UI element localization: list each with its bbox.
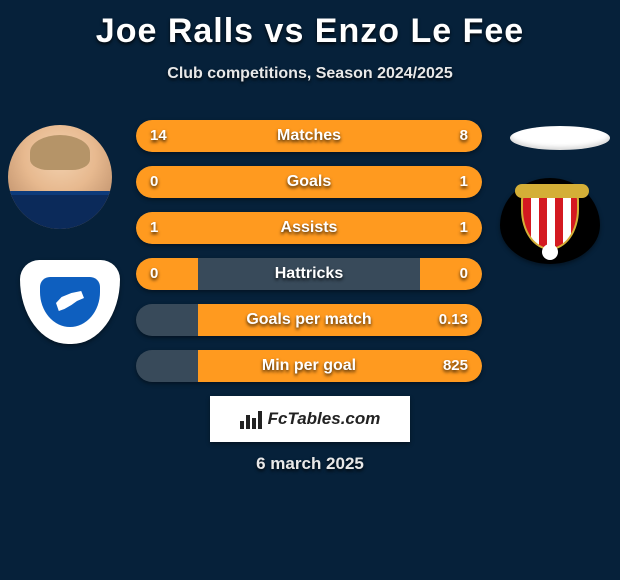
stat-label: Matches bbox=[136, 120, 482, 152]
stats-container: 148Matches 01Goals 11Assists 00Hattricks 0.1… bbox=[136, 120, 482, 396]
stat-label: Hattricks bbox=[136, 258, 482, 290]
stat-row: 11Assists bbox=[136, 212, 482, 244]
stat-label: Assists bbox=[136, 212, 482, 244]
crest-left-inner bbox=[40, 277, 100, 327]
club-crest-right bbox=[500, 178, 600, 264]
crest-right-ball bbox=[542, 244, 558, 260]
stat-row: 825Min per goal bbox=[136, 350, 482, 382]
footer-date: 6 march 2025 bbox=[0, 454, 620, 474]
stat-row: 148Matches bbox=[136, 120, 482, 152]
stat-label: Goals bbox=[136, 166, 482, 198]
crest-right-shield bbox=[521, 192, 579, 250]
player-left-avatar bbox=[8, 125, 112, 229]
stat-row: 00Hattricks bbox=[136, 258, 482, 290]
stat-row: 01Goals bbox=[136, 166, 482, 198]
stat-label: Goals per match bbox=[136, 304, 482, 336]
subtitle: Club competitions, Season 2024/2025 bbox=[0, 65, 620, 83]
player-right-avatar bbox=[510, 126, 610, 150]
fctables-logo-icon bbox=[240, 409, 262, 429]
stat-row: 0.13Goals per match bbox=[136, 304, 482, 336]
footer-brand-badge: FcTables.com bbox=[210, 396, 410, 442]
stat-label: Min per goal bbox=[136, 350, 482, 382]
footer-brand-text: FcTables.com bbox=[268, 409, 381, 429]
page-title: Joe Ralls vs Enzo Le Fee bbox=[0, 0, 620, 51]
club-crest-left bbox=[20, 260, 120, 344]
